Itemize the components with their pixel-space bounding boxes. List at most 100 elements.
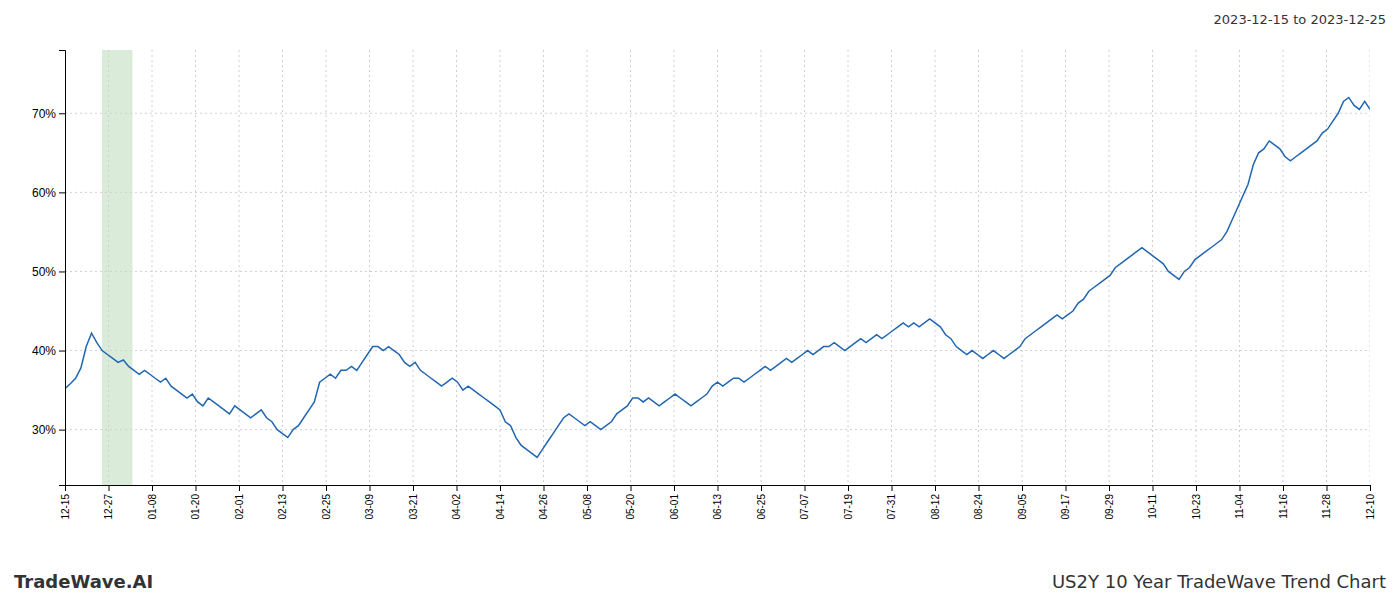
x-tick: 06-13 [712, 485, 723, 520]
x-tick-label: 05-20 [625, 494, 636, 520]
y-tick-label: 70% [32, 107, 56, 121]
x-grid-line [761, 50, 762, 485]
y-tick-label: 50% [32, 265, 56, 279]
x-grid-line [413, 50, 414, 485]
x-tick-label: 08-24 [973, 494, 984, 520]
x-tick: 09-29 [1104, 485, 1115, 520]
x-tick-mark [1196, 485, 1197, 491]
y-tick-mark [59, 351, 65, 352]
x-tick-label: 04-26 [538, 494, 549, 520]
x-tick-mark [283, 485, 284, 491]
y-tick-mark [59, 113, 65, 114]
x-tick: 09-17 [1060, 485, 1071, 520]
x-grid-line [239, 50, 240, 485]
x-tick-label: 04-14 [495, 494, 506, 520]
x-grid-line [978, 50, 979, 485]
x-tick: 04-14 [495, 485, 506, 520]
y-tick-label: 40% [32, 344, 56, 358]
x-tick-mark [544, 485, 545, 491]
x-tick-label: 09-05 [1017, 494, 1028, 520]
x-grid-line [848, 50, 849, 485]
x-grid-line [804, 50, 805, 485]
x-tick: 03-21 [408, 485, 419, 520]
x-tick-mark [892, 485, 893, 491]
y-grid-line [65, 429, 1370, 430]
x-tick-label: 08-12 [930, 494, 941, 520]
x-tick-label: 02-25 [321, 494, 332, 520]
x-tick: 04-26 [538, 485, 549, 520]
x-tick-label: 07-19 [843, 494, 854, 520]
x-grid-line [1239, 50, 1240, 485]
x-tick-mark [761, 485, 762, 491]
chart: 12-1512-2701-0801-2002-0102-1302-2503-09… [0, 0, 1400, 600]
x-grid-line [1065, 50, 1066, 485]
x-tick: 08-12 [930, 485, 941, 520]
x-tick: 09-05 [1017, 485, 1028, 520]
x-grid-line [1109, 50, 1110, 485]
x-tick-label: 05-08 [582, 494, 593, 520]
x-tick: 03-09 [364, 485, 375, 520]
x-tick-label: 07-31 [886, 494, 897, 520]
x-tick: 12-10 [1365, 485, 1376, 520]
x-tick-mark [848, 485, 849, 491]
x-tick-label: 03-09 [364, 494, 375, 520]
x-grid-line [108, 50, 109, 485]
y-tick: 40% [32, 344, 65, 358]
x-tick-mark [413, 485, 414, 491]
x-tick-mark [326, 485, 327, 491]
marks [65, 50, 1370, 485]
x-tick-mark [979, 485, 980, 491]
annotation: TradeWave.AI [14, 571, 153, 592]
x-tick: 07-19 [843, 485, 854, 520]
x-tick-label: 06-13 [712, 494, 723, 520]
x-tick-mark [1109, 485, 1110, 491]
plot-area: 12-1512-2701-0801-2002-0102-1302-2503-09… [32, 50, 1376, 520]
line [65, 97, 1370, 457]
x-tick: 02-01 [234, 485, 245, 520]
x-tick-mark [109, 485, 110, 491]
x-tick-label: 02-01 [234, 494, 245, 520]
y-tick-mark [59, 271, 65, 272]
x-tick-mark [718, 485, 719, 491]
x-tick-label: 11-16 [1278, 494, 1289, 519]
x-tick-label: 06-01 [669, 494, 680, 520]
x-tick: 11-28 [1321, 485, 1332, 519]
x-tick-label: 11-04 [1234, 494, 1245, 519]
x-grid-line [891, 50, 892, 485]
x-grid-line [195, 50, 196, 485]
x-grid-line [587, 50, 588, 485]
x-tick-mark [370, 485, 371, 491]
x-grid-line [674, 50, 675, 485]
y-tick: 60% [32, 186, 65, 200]
x-tick-mark [500, 485, 501, 491]
x-tick-mark [674, 485, 675, 491]
x-tick-label: 01-08 [147, 494, 158, 520]
x-axis-line [66, 486, 1371, 492]
x-grid-line [1152, 50, 1153, 485]
x-tick: 02-25 [321, 485, 332, 520]
x-tick-label: 12-15 [60, 494, 71, 520]
x-tick-mark [457, 485, 458, 491]
x-tick: 06-25 [756, 485, 767, 520]
x-tick-label: 01-20 [190, 494, 201, 520]
x-tick-mark [1370, 485, 1371, 491]
x-tick: 01-08 [147, 485, 158, 520]
x-grid-line [282, 50, 283, 485]
x-tick-mark [1153, 485, 1154, 491]
x-tick: 04-02 [451, 485, 462, 520]
x-tick-label: 09-17 [1060, 494, 1071, 520]
x-tick-mark [196, 485, 197, 491]
x-tick-label: 07-07 [799, 494, 810, 520]
y-grid-line [65, 113, 1370, 114]
x-tick: 06-01 [669, 485, 680, 520]
x-tick-label: 03-21 [408, 494, 419, 520]
y-tick: 50% [32, 265, 65, 279]
x-tick-mark [152, 485, 153, 491]
title: US2Y 10 Year TradeWave Trend Chart [1052, 571, 1386, 592]
x-tick: 10-11 [1147, 485, 1158, 519]
y-tick-mark [59, 192, 65, 193]
x-tick: 11-04 [1234, 485, 1245, 519]
x-tick: 12-27 [103, 485, 114, 520]
x-tick-label: 10-11 [1147, 494, 1158, 519]
x-grid-line [1022, 50, 1023, 485]
